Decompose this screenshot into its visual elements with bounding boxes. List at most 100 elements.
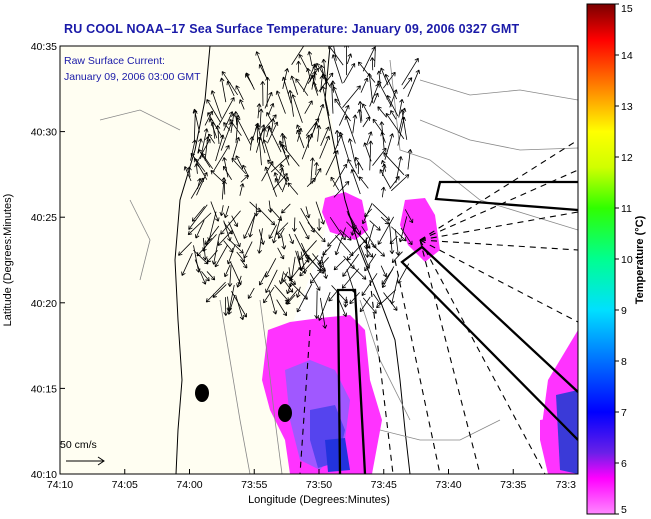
current-vector [316,125,322,142]
current-vector [243,213,256,239]
colorbar-tick-label: 5 [621,504,627,516]
current-vector [275,222,289,235]
current-vector [279,271,285,285]
current-vector [380,265,388,278]
current-vector [302,63,317,92]
shipping-channels [336,180,578,474]
current-vector [248,213,256,238]
current-vector [325,150,339,176]
current-vector [231,291,247,318]
current-vector [311,70,317,90]
y-tick-label: 40:25 [31,212,57,224]
current-vector [333,180,350,198]
current-vector [382,71,396,89]
current-vector [255,124,266,153]
colorbar-ticks: 15 14 13 12 11 10 9 8 7 6 5 [615,3,633,516]
current-vector [196,171,208,196]
current-vector [259,114,277,136]
current-vector [304,100,313,114]
current-vector [372,118,384,135]
x-tick-label: 73:55 [241,479,267,491]
colorbar-tick-label: 10 [621,254,633,266]
current-vector [316,218,322,231]
current-vector [235,294,245,321]
current-vector [291,94,303,123]
current-vector [350,224,356,236]
current-vector [266,111,273,122]
current-vector [391,251,403,263]
current-vector [210,90,222,119]
current-vector [320,297,328,329]
current-vector [276,299,287,317]
current-vector [311,168,322,184]
current-vector [372,147,387,166]
current-vector [264,91,273,109]
current-vector [383,152,405,176]
current-vector [370,243,385,257]
current-vector [357,61,376,83]
current-vector [223,111,234,131]
current-vector [296,60,301,73]
x-tick-label: 74:00 [176,479,202,491]
current-vector [319,75,325,93]
current-vector [249,136,255,151]
current-vector [277,228,285,239]
current-vector [239,183,245,196]
current-vector [223,297,229,316]
current-vector [373,92,379,104]
current-vector [377,216,395,245]
current-vector [341,268,360,289]
current-vector [407,149,413,170]
current-vector [247,287,255,299]
station-marker [195,384,209,402]
current-vector [274,178,283,191]
current-vector [369,57,375,71]
x-tick-label: 73:50 [306,479,332,491]
current-vector [183,166,192,182]
current-vector [337,296,348,317]
current-vector [384,73,398,100]
current-vector [383,292,398,311]
current-vector [196,234,217,257]
y-tick-label: 40:15 [31,383,57,395]
sst-patches [262,192,578,474]
current-vector [219,77,227,103]
x-tick-label: 73:35 [500,479,526,491]
current-vector [349,292,360,305]
current-vector [268,224,277,240]
colorbar-tick-label: 6 [621,458,627,470]
current-vector [356,162,361,174]
current-vector [374,46,376,68]
current-vector [338,131,349,160]
x-tick-label: 73:40 [435,479,461,491]
current-vector [258,64,268,80]
current-vector [229,119,242,136]
current-vector [287,182,299,195]
current-vector [385,113,405,140]
current-vector [339,229,352,241]
current-vector [347,158,360,179]
current-vector [281,203,291,214]
y-axis: 40:35 40:30 40:25 40:20 40:15 40:10 [31,41,65,481]
current-vector [381,269,393,285]
current-vector [265,269,278,294]
current-vector [357,109,362,123]
current-vector [239,99,245,110]
current-vector [358,176,369,189]
current-vector [206,271,216,281]
current-vector [223,220,232,242]
current-vector [301,242,310,260]
current-vector [364,253,377,272]
current-vector [258,229,265,245]
current-vector [226,80,235,97]
current-vector [187,212,212,236]
current-vector [401,57,419,86]
current-vector [342,253,360,277]
current-vector [268,289,278,315]
current-vector [400,227,413,246]
current-vector [207,112,224,139]
current-vectors [178,46,420,329]
current-vector [397,263,410,284]
current-vector [235,85,244,101]
